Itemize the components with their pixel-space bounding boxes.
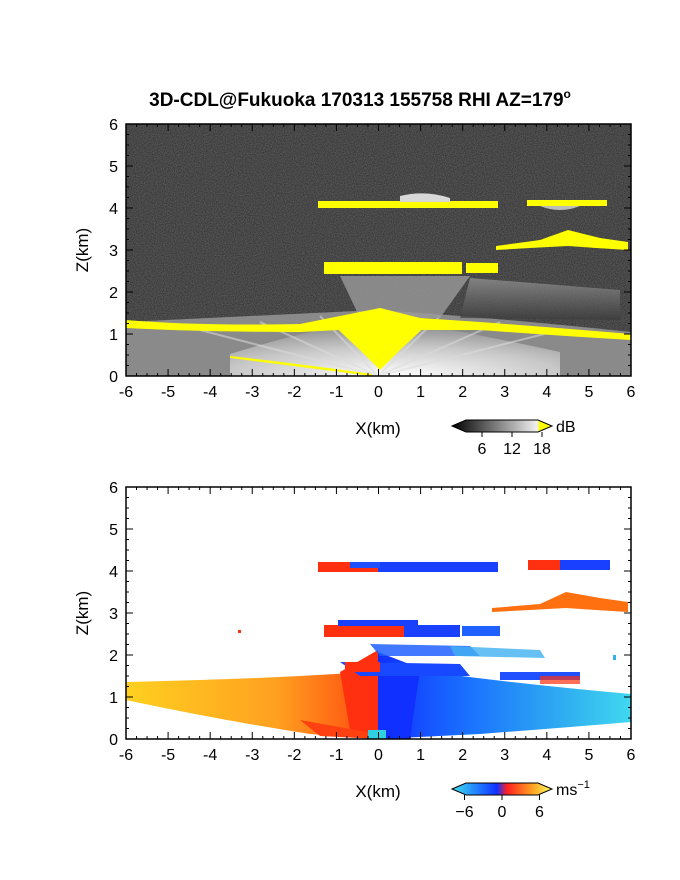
backscatter-x-tick-label: -3 bbox=[245, 384, 259, 401]
backscatter-x-tick-label: -1 bbox=[329, 384, 343, 401]
backscatter-y-tick-label: 4 bbox=[109, 201, 118, 218]
velocity-colorbar-tick-label: 0 bbox=[498, 804, 507, 821]
velocity-colorbar-tick-label: 6 bbox=[535, 804, 544, 821]
velocity-x-axis-label: X(km) bbox=[355, 782, 400, 801]
backscatter-x-tick-label: -2 bbox=[287, 384, 301, 401]
velocity-x-tick-label: 2 bbox=[458, 747, 467, 764]
velocity-colorbar: ms−1 −6 0 6 bbox=[450, 779, 590, 821]
backscatter-y-tick-label: 6 bbox=[109, 117, 118, 134]
backscatter-x-tick-label: 2 bbox=[458, 384, 467, 401]
velocity-colorbar-tick-label: −6 bbox=[455, 804, 473, 821]
backscatter-x-tick-label: 5 bbox=[584, 384, 593, 401]
backscatter-x-tick-label: 4 bbox=[542, 384, 551, 401]
backscatter-x-axis-label: X(km) bbox=[355, 419, 400, 438]
velocity-x-tick-label: 5 bbox=[584, 747, 593, 764]
velocity-y-tick-label: 0 bbox=[109, 732, 118, 749]
backscatter-colorbar-tick-label: 6 bbox=[478, 441, 487, 458]
velocity-x-tick-label: -6 bbox=[119, 747, 133, 764]
velocity-x-tick-label: -3 bbox=[245, 747, 259, 764]
velocity-panel: -6 -5 -4 -3 -2 -1 0 1 2 3 4 5 6 0 1 2 3 4 5 6 X(km) Z(km) m… bbox=[73, 480, 636, 821]
velocity-x-tick-label: -2 bbox=[287, 747, 301, 764]
backscatter-x-tick-label: -4 bbox=[203, 384, 217, 401]
backscatter-y-tick-label: 1 bbox=[109, 327, 118, 344]
chart-title: 3D-CDL@Fukuoka 170313 155758 RHI AZ=179o bbox=[149, 87, 571, 111]
velocity-y-tick-label: 2 bbox=[109, 648, 118, 665]
backscatter-colorbar-tick-label: 18 bbox=[533, 441, 551, 458]
backscatter-colorbar-tick-label: 12 bbox=[503, 441, 521, 458]
velocity-y-tick-label: 4 bbox=[109, 564, 118, 581]
velocity-colorbar-unit: ms−1 bbox=[556, 779, 590, 799]
backscatter-image bbox=[126, 124, 631, 376]
backscatter-colorbar: dB 6 12 18 bbox=[450, 419, 576, 458]
backscatter-y-axis-label: Z(km) bbox=[73, 228, 92, 272]
velocity-x-tick-label: -5 bbox=[161, 747, 175, 764]
backscatter-x-tick-label: 6 bbox=[627, 384, 636, 401]
velocity-image bbox=[126, 487, 631, 739]
velocity-y-tick-label: 6 bbox=[109, 480, 118, 497]
backscatter-x-tick-label: 3 bbox=[500, 384, 509, 401]
velocity-x-tick-label: -4 bbox=[203, 747, 217, 764]
velocity-x-tick-label: 6 bbox=[627, 747, 636, 764]
velocity-y-tick-label: 3 bbox=[109, 606, 118, 623]
velocity-x-tick-label: 0 bbox=[374, 747, 383, 764]
backscatter-y-tick-label: 2 bbox=[109, 285, 118, 302]
backscatter-y-tick-label: 3 bbox=[109, 243, 118, 260]
velocity-y-tick-label: 5 bbox=[109, 522, 118, 539]
backscatter-y-tick-label: 0 bbox=[109, 369, 118, 386]
backscatter-y-tick-label: 5 bbox=[109, 159, 118, 176]
velocity-x-tick-label: 3 bbox=[500, 747, 509, 764]
backscatter-x-tick-label: -6 bbox=[119, 384, 133, 401]
backscatter-x-tick-label: 0 bbox=[374, 384, 383, 401]
velocity-x-tick-label: -1 bbox=[329, 747, 343, 764]
backscatter-axes: -6 -5 -4 -3 -2 -1 0 1 2 3 4 5 6 0 1 2 3 4 5 6 bbox=[109, 117, 635, 401]
backscatter-x-tick-label: -5 bbox=[161, 384, 175, 401]
velocity-x-tick-label: 1 bbox=[416, 747, 425, 764]
velocity-axes: -6 -5 -4 -3 -2 -1 0 1 2 3 4 5 6 0 1 2 3 4 5 6 bbox=[109, 480, 635, 764]
backscatter-x-tick-label: 1 bbox=[416, 384, 425, 401]
velocity-y-tick-label: 1 bbox=[109, 690, 118, 707]
backscatter-colorbar-unit: dB bbox=[556, 419, 576, 436]
velocity-y-axis-label: Z(km) bbox=[73, 591, 92, 635]
velocity-x-tick-label: 4 bbox=[542, 747, 551, 764]
